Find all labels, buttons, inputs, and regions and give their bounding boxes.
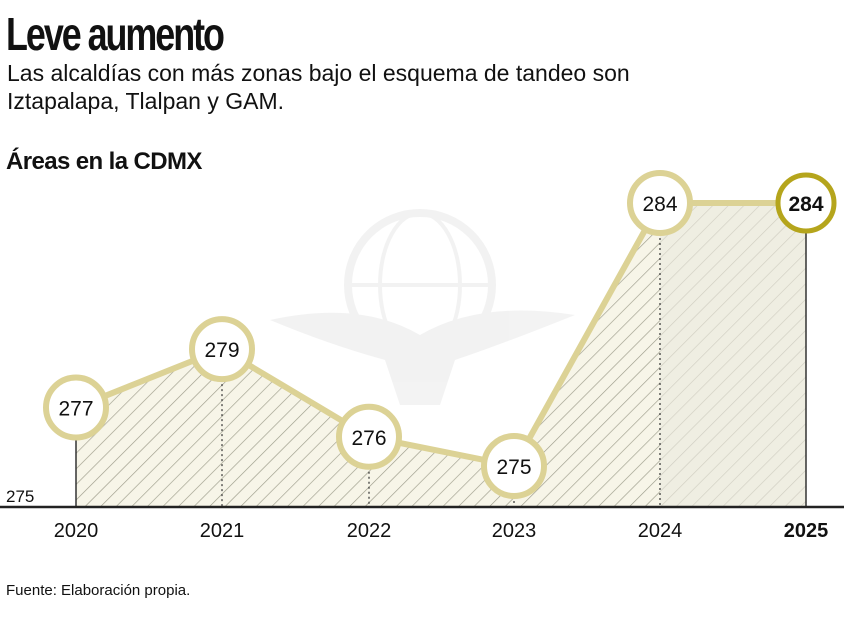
data-point-marker: [336, 403, 402, 470]
data-label: 284: [642, 193, 677, 216]
data-point-marker: [775, 172, 837, 234]
area-layer: [76, 203, 806, 507]
data-point-marker: [189, 316, 255, 383]
data-label: 277: [58, 398, 93, 421]
data-point-marker: [627, 170, 693, 236]
x-tick-label: 2025: [784, 520, 829, 542]
source-note: Fuente: Elaboración propia.: [6, 582, 191, 599]
data-label: 276: [351, 427, 386, 450]
marker-layer: 277 279 276 275 284 284: [43, 170, 837, 499]
chart-title: Leve aumento: [6, 8, 225, 60]
y-baseline-label: 275: [6, 487, 34, 506]
data-point-marker: [481, 433, 547, 499]
data-label: 279: [204, 339, 239, 362]
x-tick-label: 2024: [638, 520, 683, 542]
x-tick-label: 2021: [200, 520, 245, 542]
area-fill: [76, 203, 806, 507]
chart-subtitle: Las alcaldías con más zonas bajo el esqu…: [7, 60, 630, 114]
x-tick-layer: 2020 2021 2022 2023 2024 2025: [54, 520, 829, 542]
x-tick-label: 2020: [54, 520, 99, 542]
data-point-marker: [43, 374, 109, 441]
area-fill-last-segment: [660, 203, 806, 507]
x-tick-label: 2023: [492, 520, 537, 542]
section-label: Áreas en la CDMX: [6, 148, 202, 175]
data-label: 275: [496, 456, 531, 479]
eagle-watermark-icon: [270, 209, 575, 405]
x-tick-label: 2022: [347, 520, 392, 542]
data-label: 284: [788, 193, 823, 216]
